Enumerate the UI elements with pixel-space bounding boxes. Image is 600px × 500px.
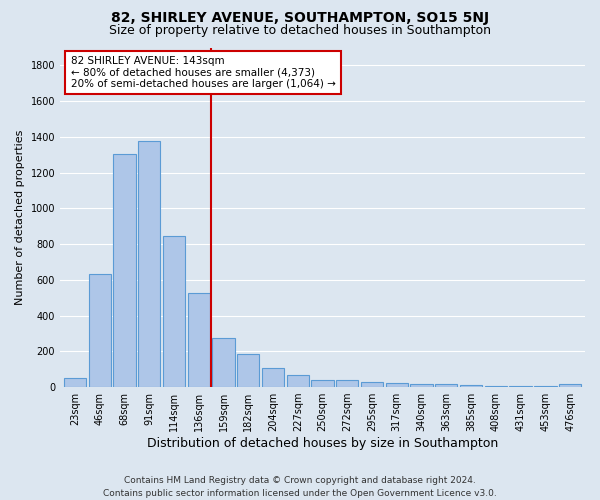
Bar xyxy=(509,386,532,387)
Bar xyxy=(138,142,160,387)
Bar xyxy=(410,384,433,387)
X-axis label: Distribution of detached houses by size in Southampton: Distribution of detached houses by size … xyxy=(147,437,498,450)
Bar xyxy=(188,294,210,387)
Bar xyxy=(311,380,334,387)
Bar xyxy=(559,384,581,387)
Text: Contains HM Land Registry data © Crown copyright and database right 2024.
Contai: Contains HM Land Registry data © Crown c… xyxy=(103,476,497,498)
Y-axis label: Number of detached properties: Number of detached properties xyxy=(15,130,25,305)
Bar xyxy=(485,386,507,387)
Bar xyxy=(64,378,86,387)
Bar xyxy=(534,386,557,387)
Bar xyxy=(89,274,111,387)
Text: 82 SHIRLEY AVENUE: 143sqm
← 80% of detached houses are smaller (4,373)
20% of se: 82 SHIRLEY AVENUE: 143sqm ← 80% of detac… xyxy=(71,56,335,89)
Text: 82, SHIRLEY AVENUE, SOUTHAMPTON, SO15 5NJ: 82, SHIRLEY AVENUE, SOUTHAMPTON, SO15 5N… xyxy=(111,11,489,25)
Bar xyxy=(460,386,482,387)
Bar xyxy=(262,368,284,387)
Bar xyxy=(113,154,136,387)
Bar xyxy=(287,376,309,387)
Bar xyxy=(237,354,259,387)
Bar xyxy=(336,380,358,387)
Bar xyxy=(361,382,383,387)
Bar xyxy=(212,338,235,387)
Text: Size of property relative to detached houses in Southampton: Size of property relative to detached ho… xyxy=(109,24,491,37)
Bar xyxy=(386,382,408,387)
Bar xyxy=(435,384,457,387)
Bar xyxy=(163,236,185,387)
